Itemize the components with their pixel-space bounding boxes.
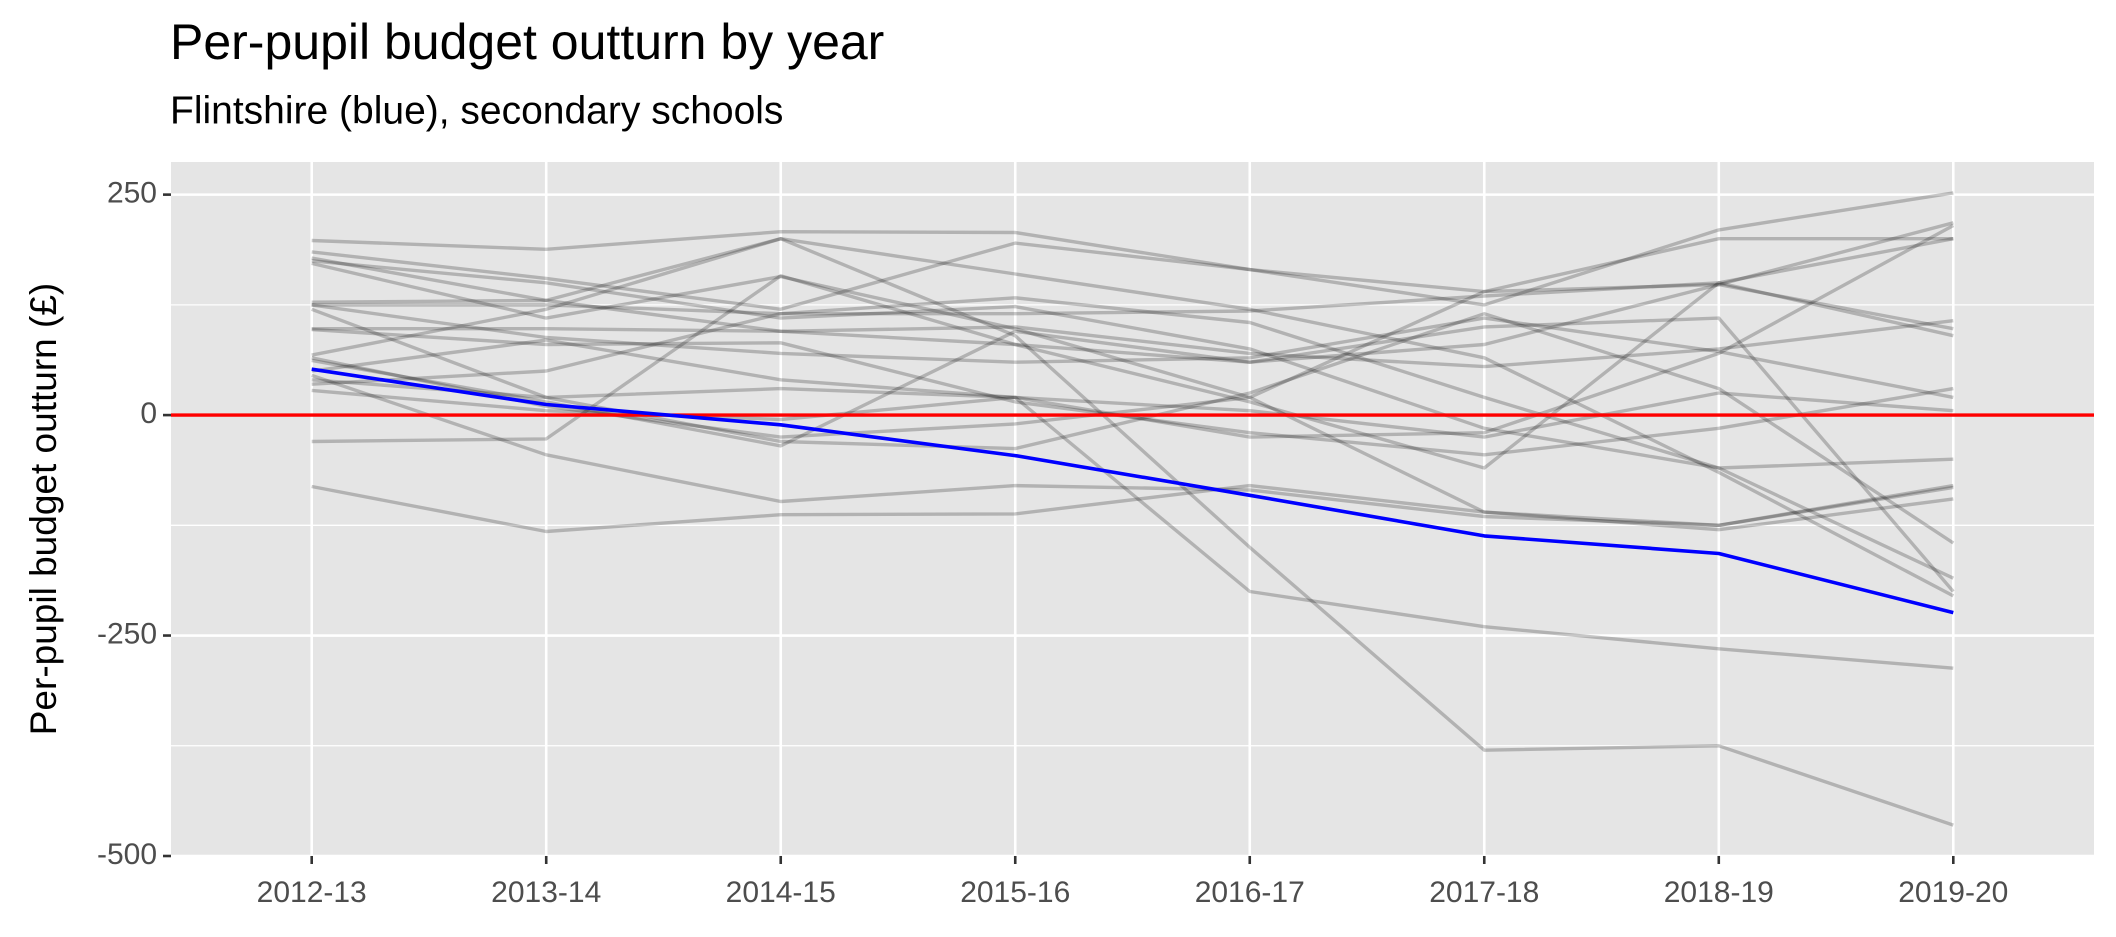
y-tick-label: 250 (107, 177, 157, 210)
series-line (311, 307, 1955, 545)
series-line (311, 388, 1954, 439)
x-tick-label: 2012-13 (257, 876, 367, 909)
series-line (311, 237, 1954, 470)
x-tick-label: 2014-15 (726, 876, 836, 909)
x-tick-label: 2016-17 (1195, 876, 1305, 909)
series-line (311, 237, 1954, 439)
x-tick-label: 2019-20 (1898, 876, 2008, 909)
x-tick-label: 2013-14 (491, 876, 601, 909)
y-tick-label: -500 (97, 838, 157, 871)
series-line (311, 230, 1954, 331)
series-line (311, 298, 1955, 593)
x-tick-label: 2017-18 (1429, 876, 1539, 909)
chart-title: Per-pupil budget outturn by year (170, 14, 884, 70)
y-axis-label: Per-pupil budget outturn (£) (23, 283, 64, 736)
series-line (311, 237, 1954, 827)
chart-subtitle: Flintshire (blue), secondary schools (170, 89, 783, 132)
x-tick-label: 2018-19 (1664, 876, 1774, 909)
series-line (311, 378, 1954, 670)
series-line (311, 367, 1954, 615)
series-line (311, 296, 1955, 580)
series-line (311, 259, 1954, 470)
series-line (311, 373, 1954, 527)
series-line (311, 483, 1954, 534)
series-line (311, 237, 1955, 598)
series-line (311, 261, 1954, 527)
series-line (311, 191, 1954, 311)
series-line (311, 327, 1954, 457)
series-line (311, 303, 1954, 400)
series-line (311, 281, 1954, 338)
plot-background (171, 162, 2094, 856)
y-tick-label: -250 (97, 617, 157, 650)
x-tick-label: 2015-16 (960, 876, 1070, 909)
y-tick-label: 0 (140, 397, 157, 430)
series-line (311, 224, 1955, 439)
series-line (311, 319, 1954, 369)
